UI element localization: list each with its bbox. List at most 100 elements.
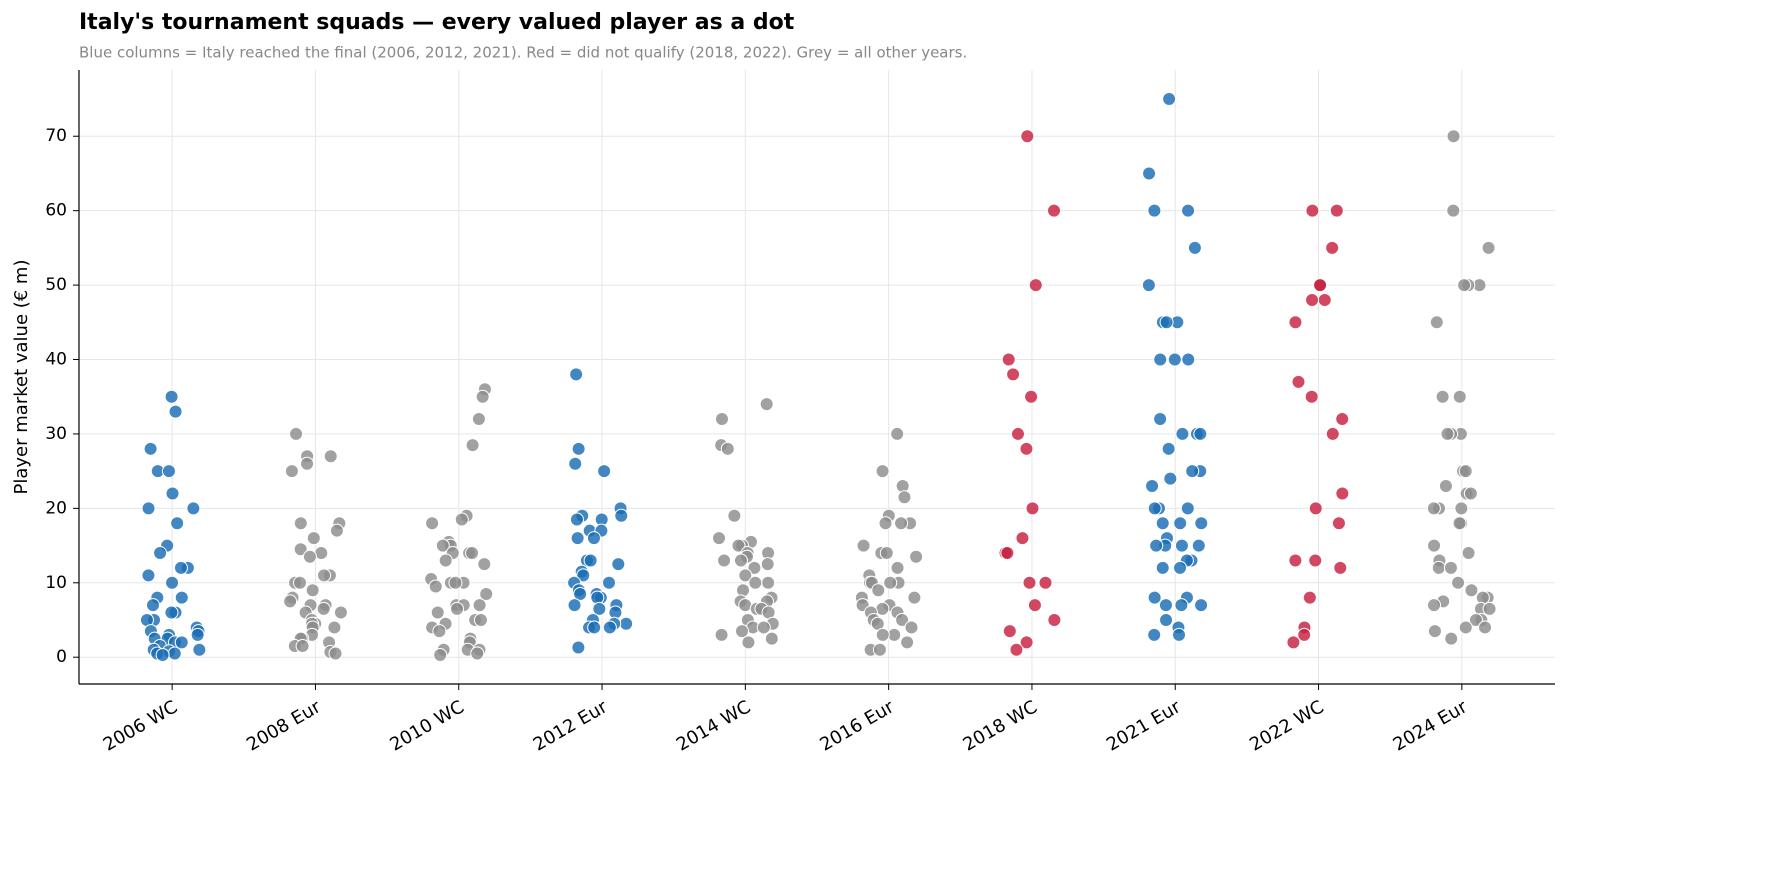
player-dot (872, 642, 887, 657)
player-dot (1429, 315, 1444, 330)
player-dot (748, 575, 763, 590)
player-dot (1325, 240, 1340, 255)
player-dot (1000, 546, 1015, 561)
player-dot (433, 647, 448, 662)
player-dot (164, 605, 179, 620)
player-dot (878, 516, 893, 531)
player-dot (1158, 598, 1173, 613)
player-dot (1446, 129, 1461, 144)
player-dot (300, 456, 315, 471)
player-dot (761, 575, 776, 590)
player-dot (1481, 240, 1496, 255)
player-dot (454, 512, 469, 527)
chart-title: Italy's tournament squads — every valued… (79, 10, 795, 35)
player-dot (333, 605, 348, 620)
player-dot (317, 568, 332, 583)
x-tick-label: 2012 Eur (530, 696, 612, 755)
player-dot (1302, 590, 1317, 605)
x-tick-label: 2021 Eur (1103, 696, 1185, 755)
player-dot (284, 464, 299, 479)
x-tick-label: 2006 WC (100, 696, 181, 755)
player-dot (174, 590, 189, 605)
player-dot (571, 441, 586, 456)
player-dot (883, 575, 898, 590)
player-dot (1019, 441, 1034, 456)
player-dot (1427, 624, 1442, 639)
player-dot (1015, 531, 1030, 546)
player-dot (155, 647, 170, 662)
player-dot (1180, 501, 1195, 516)
player-dot (302, 549, 317, 564)
player-dot (1010, 426, 1025, 441)
player-dot (1159, 315, 1174, 330)
player-dot (747, 560, 762, 575)
player-dot (1006, 367, 1021, 382)
player-dot (141, 501, 156, 516)
player-dot (1440, 426, 1455, 441)
player-dot (450, 601, 465, 616)
player-dot (173, 560, 188, 575)
y-tick-label: 10 (45, 573, 67, 593)
player-dot (1047, 612, 1062, 627)
player-dot (1155, 560, 1170, 575)
x-tick-label: 2014 WC (673, 696, 754, 755)
player-dot (1147, 203, 1162, 218)
player-dot (1288, 315, 1303, 330)
player-dot (292, 575, 307, 590)
player-dot (1161, 441, 1176, 456)
player-dot (756, 620, 771, 635)
player-dot (293, 542, 308, 557)
player-dot (875, 464, 890, 479)
player-dot (597, 464, 612, 479)
player-dot (1427, 538, 1442, 553)
player-dot (760, 557, 775, 572)
player-dot (471, 412, 486, 427)
player-dot (909, 549, 924, 564)
player-dot (1153, 352, 1168, 367)
player-dot (327, 620, 342, 635)
player-dot (1457, 278, 1472, 293)
player-dot (1142, 166, 1157, 181)
player-dot (1181, 203, 1196, 218)
player-dot (907, 590, 922, 605)
player-dot (1009, 642, 1024, 657)
player-dot (602, 620, 617, 635)
player-dot (170, 516, 185, 531)
player-dot (472, 598, 487, 613)
player-dot (165, 575, 180, 590)
y-tick-label: 70 (45, 126, 67, 146)
player-dot (283, 594, 298, 609)
player-dot (720, 441, 735, 456)
player-dot (1162, 92, 1177, 107)
player-dot (1458, 620, 1473, 635)
player-dot (1482, 601, 1497, 616)
player-dot (1443, 560, 1458, 575)
player-dot (1451, 575, 1466, 590)
player-dot (167, 646, 182, 661)
player-dot (611, 557, 626, 572)
player-dot (1173, 516, 1188, 531)
y-tick-label: 0 (56, 647, 67, 667)
player-dot (1478, 620, 1493, 635)
player-dot (186, 501, 201, 516)
player-dot (435, 538, 450, 553)
x-tick-label: 2024 Eur (1390, 696, 1472, 755)
player-dot (1159, 612, 1174, 627)
x-tick-label: 2016 Eur (816, 696, 898, 755)
player-dot (1019, 635, 1034, 650)
player-dot (192, 642, 207, 657)
player-dot (430, 605, 445, 620)
player-dot (1325, 426, 1340, 441)
player-dot (465, 546, 480, 561)
player-dot (1141, 278, 1156, 293)
x-tick-label: 2022 WC (1246, 696, 1327, 755)
player-dot (306, 531, 321, 546)
x-tick-label: 2008 Eur (243, 696, 325, 755)
player-dot (894, 516, 909, 531)
player-dot (164, 389, 179, 404)
player-dot (425, 516, 440, 531)
player-dot (1147, 501, 1162, 516)
player-dot (1175, 426, 1190, 441)
player-dot (1452, 389, 1467, 404)
player-dot (1427, 598, 1442, 613)
